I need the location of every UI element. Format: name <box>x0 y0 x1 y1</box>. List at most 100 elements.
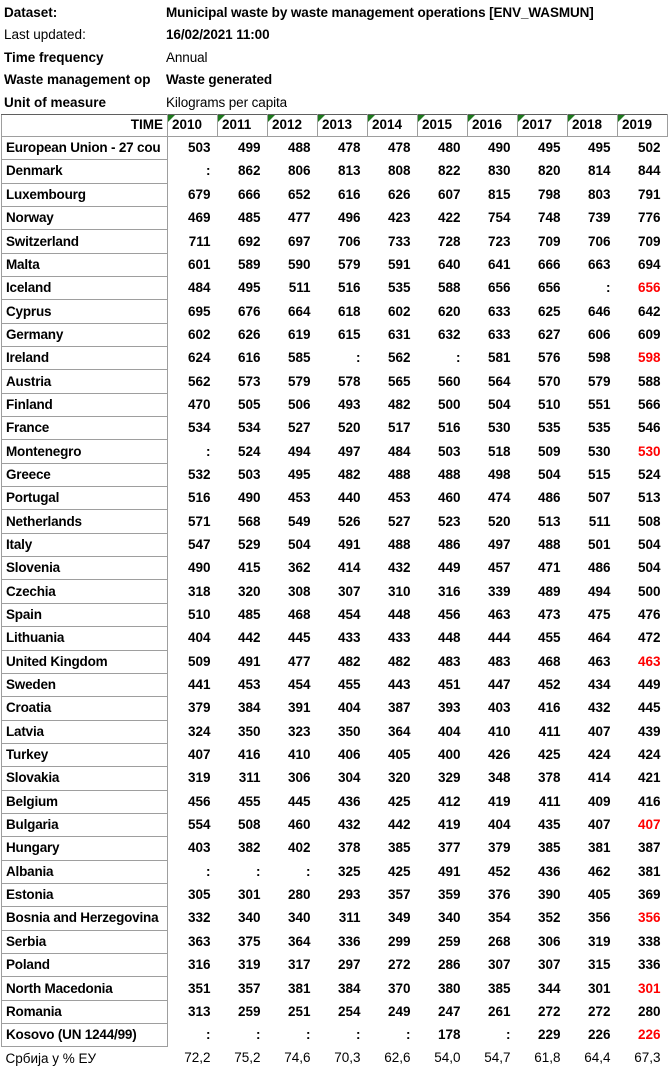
value-cell[interactable]: 457 <box>487 560 511 576</box>
value-cell[interactable]: 656 <box>537 280 561 296</box>
value-cell[interactable]: : <box>356 1027 361 1043</box>
value-cell[interactable]: 534 <box>237 420 261 436</box>
value-cell[interactable]: 511 <box>288 280 311 296</box>
value-cell[interactable]: 423 <box>387 210 411 226</box>
value-cell[interactable]: 510 <box>537 396 561 412</box>
value-cell[interactable]: : <box>406 1027 411 1043</box>
value-cell[interactable]: 414 <box>587 770 611 786</box>
value-cell[interactable]: 830 <box>487 163 511 179</box>
value-cell[interactable]: 776 <box>637 210 661 226</box>
value-cell[interactable]: 454 <box>337 607 361 622</box>
value-cell[interactable]: : <box>356 350 361 366</box>
row-label-cell[interactable]: Montenegro <box>1 439 168 464</box>
row-label-cell[interactable]: Turkey <box>1 742 168 768</box>
value-cell[interactable]: 549 <box>287 513 311 529</box>
year-header-2019[interactable]: 2019 <box>617 113 668 137</box>
value-cell[interactable]: 615 <box>337 326 361 342</box>
value-cell[interactable]: 356 <box>587 910 611 926</box>
value-cell[interactable]: 478 <box>387 140 411 156</box>
value-cell[interactable]: 510 <box>187 607 211 622</box>
value-cell[interactable]: 307 <box>537 957 561 973</box>
row-label-cell[interactable]: Sweden <box>1 672 168 698</box>
value-cell[interactable]: 728 <box>437 233 461 249</box>
value-cell[interactable]: 579 <box>587 373 611 389</box>
info-value-cell[interactable]: Kilograms per capita <box>166 94 288 110</box>
value-cell[interactable]: 403 <box>487 700 511 716</box>
value-cell[interactable]: 425 <box>537 747 561 763</box>
value-cell[interactable]: 364 <box>387 723 411 739</box>
value-cell[interactable]: 480 <box>437 140 461 156</box>
value-cell[interactable]: 500 <box>437 396 461 412</box>
value-cell[interactable]: 352 <box>537 910 561 926</box>
value-cell[interactable]: 504 <box>487 396 511 412</box>
value-cell[interactable]: 436 <box>337 793 361 809</box>
value-cell[interactable]: 350 <box>237 723 261 739</box>
value-cell[interactable]: 439 <box>637 723 661 739</box>
value-cell[interactable]: 571 <box>187 513 211 529</box>
value-cell[interactable]: 379 <box>487 840 511 856</box>
value-cell[interactable]: 483 <box>437 653 461 669</box>
value-cell[interactable]: 448 <box>387 607 411 622</box>
row-label-cell[interactable]: Finland <box>1 392 168 418</box>
value-cell[interactable]: 546 <box>637 420 661 436</box>
value-cell[interactable]: 424 <box>587 747 611 763</box>
value-cell[interactable]: 249 <box>387 1003 411 1019</box>
value-cell[interactable]: 407 <box>637 817 661 833</box>
row-label-cell[interactable]: Switzerland <box>1 229 168 254</box>
value-cell[interactable]: 626 <box>387 186 411 202</box>
value-cell[interactable]: 485 <box>237 607 261 622</box>
value-cell[interactable]: 500 <box>637 583 661 599</box>
value-cell[interactable]: 723 <box>487 233 511 249</box>
value-cell[interactable]: 640 <box>437 256 461 272</box>
value-cell[interactable]: 694 <box>637 256 661 272</box>
value-cell[interactable]: 505 <box>237 396 261 412</box>
value-cell[interactable]: 706 <box>337 233 361 249</box>
value-cell[interactable]: 530 <box>487 420 511 436</box>
value-cell[interactable]: 452 <box>487 863 511 879</box>
value-cell[interactable]: 416 <box>537 700 561 716</box>
value-cell[interactable]: 460 <box>287 817 311 833</box>
value-cell[interactable]: 471 <box>537 560 561 576</box>
value-cell[interactable]: 566 <box>637 396 661 412</box>
value-cell[interactable]: 178 <box>437 1027 461 1043</box>
value-cell[interactable]: 535 <box>537 420 561 436</box>
value-cell[interactable]: 697 <box>287 233 311 249</box>
value-cell[interactable]: 516 <box>337 280 361 296</box>
value-cell[interactable]: 504 <box>537 466 561 482</box>
value-cell[interactable]: 364 <box>287 933 311 949</box>
value-cell[interactable]: 581 <box>487 350 511 366</box>
value-cell[interactable]: 308 <box>287 583 311 599</box>
value-cell[interactable]: 407 <box>187 747 211 763</box>
footer-value-cell[interactable]: 74,6 <box>284 1050 311 1066</box>
value-cell[interactable]: 666 <box>537 256 561 272</box>
value-cell[interactable]: 497 <box>487 536 511 552</box>
value-cell[interactable]: 316 <box>187 957 211 973</box>
value-cell[interactable]: 421 <box>637 770 661 786</box>
row-label-cell[interactable]: Belgium <box>1 789 168 814</box>
value-cell[interactable]: 402 <box>287 840 311 856</box>
value-cell[interactable]: 350 <box>337 723 361 739</box>
value-cell[interactable]: 491 <box>437 863 461 879</box>
value-cell[interactable]: 484 <box>187 280 211 296</box>
value-cell[interactable]: 551 <box>587 396 611 412</box>
value-cell[interactable]: 482 <box>337 466 361 482</box>
value-cell[interactable]: 451 <box>437 677 461 693</box>
value-cell[interactable]: 404 <box>187 630 211 646</box>
value-cell[interactable]: : <box>456 350 461 366</box>
value-cell[interactable]: 499 <box>237 140 261 156</box>
value-cell[interactable]: 370 <box>387 980 411 996</box>
value-cell[interactable]: : <box>206 443 211 459</box>
year-header-2018[interactable]: 2018 <box>567 113 618 137</box>
value-cell[interactable]: 709 <box>637 233 661 249</box>
row-label-cell[interactable]: Romania <box>1 999 168 1025</box>
value-cell[interactable]: 588 <box>437 280 461 296</box>
value-cell[interactable]: 344 <box>537 980 561 996</box>
value-cell[interactable]: 477 <box>287 653 311 669</box>
value-cell[interactable]: 406 <box>337 747 361 763</box>
value-cell[interactable]: 641 <box>487 256 511 272</box>
row-label-cell[interactable]: Czechia <box>1 579 168 604</box>
value-cell[interactable]: 293 <box>337 887 361 903</box>
value-cell[interactable]: 513 <box>637 490 661 506</box>
value-cell[interactable]: 447 <box>487 677 511 693</box>
value-cell[interactable]: 476 <box>637 607 661 622</box>
